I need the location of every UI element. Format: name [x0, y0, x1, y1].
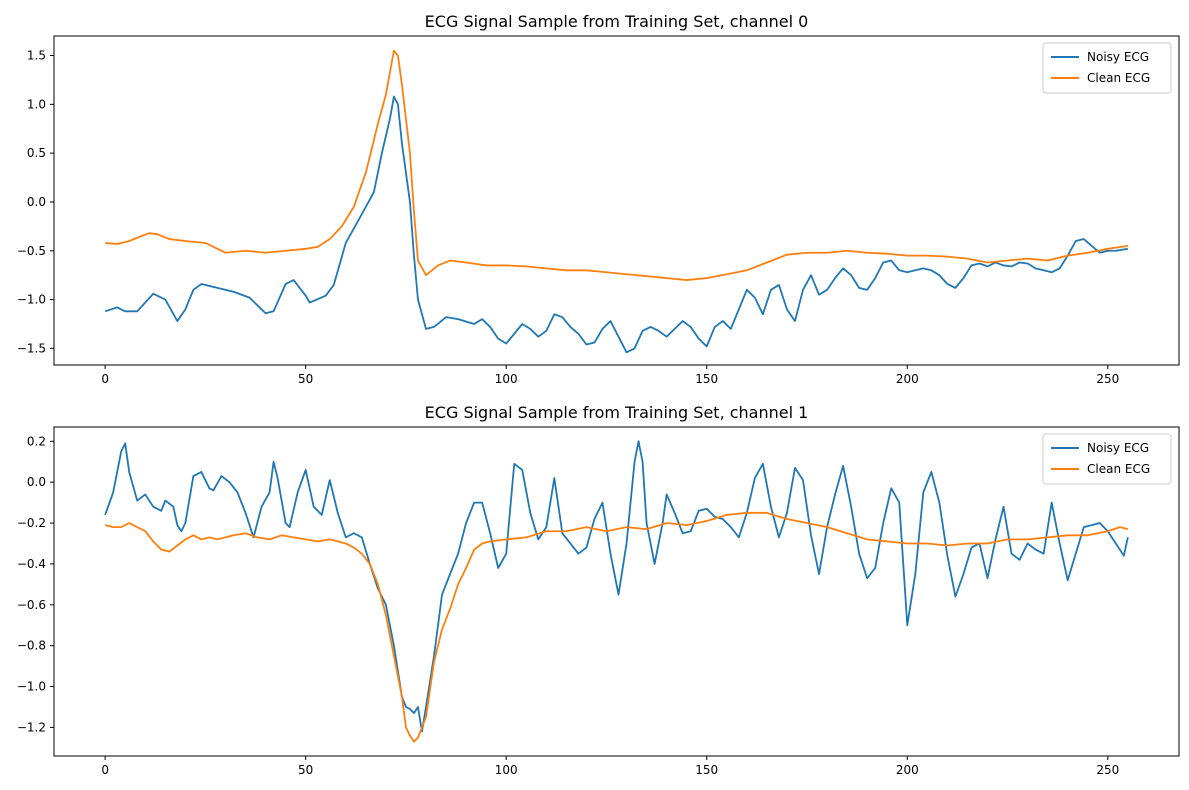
y-tick-label: −0.6 [17, 598, 46, 612]
series-line-clean-ecg [105, 49, 1128, 281]
y-tick-label: 0.5 [27, 146, 46, 160]
legend-label: Noisy ECG [1087, 50, 1149, 64]
chart-panel-1: ECG Signal Sample from Training Set, cha… [17, 403, 1180, 777]
legend-box [1042, 433, 1172, 485]
x-tick-label: 150 [695, 372, 718, 386]
legend-label: Clean ECG [1087, 71, 1150, 85]
x-tick-label: 0 [101, 763, 109, 777]
x-tick-label: 250 [1096, 763, 1119, 777]
plot-frame [53, 35, 1180, 366]
chart-panel-0: ECG Signal Sample from Training Set, cha… [17, 12, 1180, 386]
x-tick-label: 200 [896, 372, 919, 386]
y-tick-label: −0.2 [17, 516, 46, 530]
x-tick-label: 100 [495, 763, 518, 777]
x-tick-label: 0 [101, 372, 109, 386]
chart-title: ECG Signal Sample from Training Set, cha… [425, 403, 809, 422]
y-tick-label: −0.5 [17, 244, 46, 258]
y-tick-label: −1.0 [17, 680, 46, 694]
plot-frame [53, 426, 1180, 757]
y-tick-label: −0.4 [17, 557, 46, 571]
y-tick-label: −0.8 [17, 639, 46, 653]
y-tick-label: 0.2 [27, 434, 46, 448]
x-tick-label: 50 [298, 372, 313, 386]
legend-label: Clean ECG [1087, 462, 1150, 476]
y-tick-label: −1.5 [17, 341, 46, 355]
y-tick-label: 0.0 [27, 475, 46, 489]
series-line-clean-ecg [104, 511, 1129, 743]
x-tick-label: 250 [1096, 372, 1119, 386]
y-tick-label: −1.0 [17, 293, 46, 307]
y-tick-label: −1.2 [17, 720, 46, 734]
x-tick-label: 200 [896, 763, 919, 777]
legend-label: Noisy ECG [1087, 441, 1149, 455]
y-tick-label: 1.0 [27, 97, 46, 111]
x-tick-label: 50 [298, 763, 313, 777]
legend: Noisy ECG Clean ECG [1042, 42, 1172, 94]
x-tick-label: 150 [695, 763, 718, 777]
series-line-noisy-ecg [104, 95, 1129, 354]
y-tick-label: 0.0 [27, 195, 46, 209]
chart-title: ECG Signal Sample from Training Set, cha… [425, 12, 809, 31]
y-tick-label: 1.5 [27, 49, 46, 63]
legend: Noisy ECG Clean ECG [1042, 433, 1172, 485]
series-line-noisy-ecg [104, 440, 1129, 733]
x-tick-label: 100 [495, 372, 518, 386]
legend-box [1042, 42, 1172, 94]
